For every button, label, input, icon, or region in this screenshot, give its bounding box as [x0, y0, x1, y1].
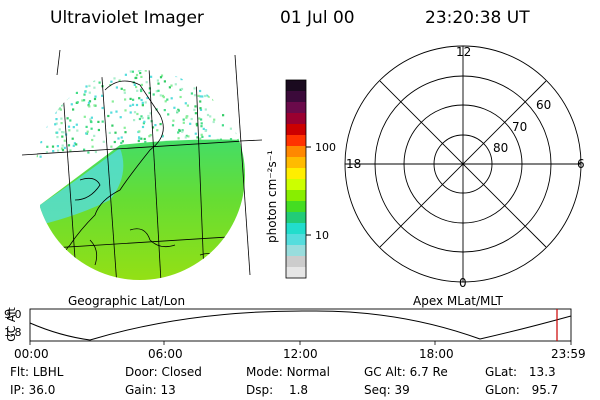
- colorbar-swatch: [286, 212, 306, 224]
- polar-plot: [344, 45, 582, 283]
- colorbar-swatch: [286, 124, 306, 136]
- colorbar-swatch: [286, 179, 306, 191]
- lat-label-70: 70: [512, 120, 528, 134]
- colorbar-swatch: [286, 190, 306, 202]
- altitude-timeline: [29, 308, 572, 345]
- colorbar-swatch: [286, 245, 306, 257]
- glat-field: GLat: 13.3: [485, 365, 556, 379]
- colorbar-swatch: [286, 168, 306, 180]
- lat-label-60: 60: [536, 98, 552, 112]
- colorbar-swatch: [286, 146, 306, 158]
- colorbar-unit-label: photon cm⁻²s⁻¹: [265, 150, 279, 243]
- colorbar-swatch: [286, 201, 306, 213]
- timeline-ytick-1-8: 1.8: [4, 326, 22, 339]
- colorbar-swatch: [286, 267, 306, 279]
- timeline-xtick-2359: 23:59: [551, 347, 586, 361]
- timeline-ytick-9: 9.0: [4, 308, 22, 321]
- mlt-label-6: 6: [577, 157, 585, 171]
- timeline-xtick-1800: 18:00: [419, 347, 454, 361]
- uv-earth-image: [21, 49, 263, 280]
- image-date: 01 Jul 00: [280, 8, 355, 28]
- mode-field: Mode: Normal: [246, 365, 330, 379]
- timeline-xtick-1200: 12:00: [283, 347, 318, 361]
- dsp-field: Dsp: 1.8: [246, 383, 309, 397]
- colorbar-swatch: [286, 223, 306, 235]
- glon-field: GLon: 95.7: [485, 383, 559, 397]
- gc-alt-field: GC Alt: 6.7 Re: [364, 365, 448, 379]
- colorbar-tick-10: 10: [315, 229, 329, 242]
- timeline-xtick-0600: 06:00: [148, 347, 183, 361]
- imager-title: Ultraviolet Imager: [50, 8, 204, 28]
- colorbar-swatch: [286, 102, 306, 114]
- colorbar-swatch: [286, 91, 306, 103]
- colorbar-tick-100: 100: [315, 141, 336, 154]
- colorbar-swatch: [286, 256, 306, 268]
- mlt-label-12: 12: [456, 45, 472, 59]
- lat-label-80: 80: [493, 141, 509, 155]
- door-field: Door: Closed: [125, 365, 202, 379]
- filter-field: Flt: LBHL: [10, 365, 64, 379]
- polar-caption: Apex MLat/MLT: [413, 294, 503, 308]
- colorbar-swatch: [286, 80, 306, 92]
- colorbar-swatch: [286, 234, 306, 246]
- seq-field: Seq: 39: [364, 383, 410, 397]
- colorbar-swatch: [286, 157, 306, 169]
- mlt-label-0: 0: [459, 276, 467, 290]
- geographic-caption: Geographic Lat/Lon: [68, 294, 186, 308]
- timeline-xtick-0000: 00:00: [14, 347, 49, 361]
- mlt-label-18: 18: [346, 157, 362, 171]
- colorbar-swatch: [286, 135, 306, 147]
- gain-field: Gain: 13: [125, 383, 176, 397]
- colorbar-swatch: [286, 113, 306, 125]
- colorbar: [285, 79, 311, 279]
- ip-field: IP: 36.0: [10, 383, 56, 397]
- image-time: 23:20:38 UT: [425, 8, 530, 28]
